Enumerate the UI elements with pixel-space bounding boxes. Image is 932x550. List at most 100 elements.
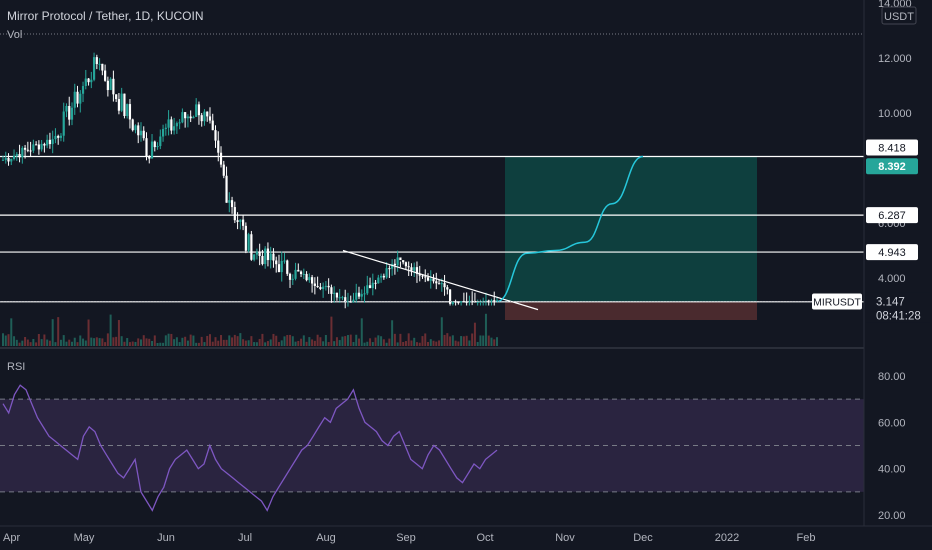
trendline-line[interactable] — [342, 249, 539, 311]
volume-bar — [57, 317, 60, 346]
candle-body — [92, 57, 96, 80]
volume-bar — [120, 336, 123, 346]
volume-bar — [407, 333, 410, 346]
candle-body — [59, 135, 63, 138]
price-label-box-0 — [866, 139, 918, 156]
volume-bar — [305, 341, 308, 346]
candle-body — [186, 116, 190, 119]
price-axis[interactable] — [864, 0, 932, 526]
trendline[interactable] — [342, 249, 539, 311]
candle-body — [62, 111, 65, 136]
price-label-1: 8.392 — [878, 161, 906, 173]
currency-button[interactable] — [881, 6, 917, 25]
volume-bar — [40, 339, 43, 346]
candle-body — [1, 159, 5, 161]
candle-body — [244, 225, 247, 251]
volume-bar — [333, 341, 336, 346]
candle-body — [225, 175, 228, 203]
volume-bar — [159, 342, 162, 346]
candle-body — [95, 57, 98, 65]
price-label-box-2 — [866, 207, 918, 224]
candle-body — [90, 79, 93, 83]
volume-bar — [29, 342, 32, 346]
candle-body — [429, 278, 432, 281]
time-tick-1: May — [74, 532, 95, 544]
volume-bar — [101, 338, 104, 346]
candle-body — [277, 264, 281, 273]
candle-body — [371, 282, 374, 289]
price-label-box-1 — [866, 158, 918, 175]
rsi-line — [2, 384, 498, 512]
volume-bar — [440, 317, 443, 346]
volume-bar — [449, 336, 452, 346]
candle-body — [352, 299, 355, 303]
position-zones — [505, 156, 757, 320]
volume-bar — [327, 342, 330, 346]
volume-bar — [352, 342, 355, 346]
candle-body — [15, 154, 18, 156]
volume-bar — [264, 342, 267, 346]
candle-body — [454, 301, 457, 303]
candle-body — [460, 301, 463, 303]
candle-body — [32, 144, 35, 151]
volume-bar — [438, 340, 441, 346]
volume-bar — [178, 342, 181, 346]
candle-body — [211, 120, 214, 131]
volume-bar — [2, 333, 4, 346]
candle-body — [217, 140, 220, 153]
volume-bar — [421, 336, 424, 346]
time-axis-ticks[interactable]: Apr May Jun Jul Aug Sep Oct Nov Dec 2022 Feb — [3, 532, 815, 544]
volume-bar — [242, 339, 245, 346]
volume-bar — [435, 341, 438, 346]
candle-body — [123, 93, 126, 117]
volume-bar — [244, 340, 247, 346]
candle-body — [137, 125, 140, 136]
volume-bar — [68, 339, 71, 346]
time-tick-0: Apr — [3, 532, 20, 544]
volume-bar — [247, 340, 250, 346]
price-label-3: 4.943 — [878, 247, 906, 259]
volume-bar — [324, 334, 327, 346]
volume-bar — [291, 336, 294, 346]
volume-bar — [493, 339, 496, 346]
volume-bar — [255, 342, 258, 346]
volume-bar — [134, 341, 137, 346]
volume-bar — [46, 339, 49, 346]
volume-bar — [319, 337, 322, 346]
volume-bar — [382, 339, 385, 346]
candle-body — [181, 112, 184, 123]
candle-body — [26, 149, 29, 151]
candle-body — [12, 155, 16, 160]
volume-bar — [104, 342, 107, 346]
volume-bar — [90, 337, 93, 346]
symbol-tag-label: MIRUSDT — [813, 296, 861, 308]
rsi-pane[interactable] — [0, 384, 864, 512]
candle-body — [484, 300, 488, 302]
volume-bar — [363, 342, 366, 346]
volume-bar — [280, 340, 283, 346]
price-tick-5: 4.000 — [878, 273, 906, 285]
volume-bar — [13, 336, 16, 346]
volume-bar — [43, 334, 46, 346]
price-pane[interactable] — [0, 33, 864, 346]
volume-bar — [59, 339, 62, 346]
candle-body — [84, 78, 87, 87]
volume-bar — [313, 340, 316, 346]
candle-body — [462, 301, 465, 303]
candle-body — [170, 119, 173, 131]
candle-body — [391, 263, 394, 269]
volume-bar — [128, 342, 131, 346]
volume-bar — [460, 336, 463, 346]
volume-bar — [76, 342, 79, 346]
candle-body — [233, 207, 236, 221]
volume-bar — [396, 342, 399, 346]
candle-body — [70, 107, 74, 120]
time-tick-10: Feb — [797, 532, 816, 544]
volume-bar — [93, 338, 96, 346]
candle-body — [275, 260, 278, 265]
volume-bar — [220, 335, 223, 346]
candle-body — [283, 260, 286, 262]
volume-bar — [151, 340, 154, 346]
volume-bar — [424, 333, 427, 346]
